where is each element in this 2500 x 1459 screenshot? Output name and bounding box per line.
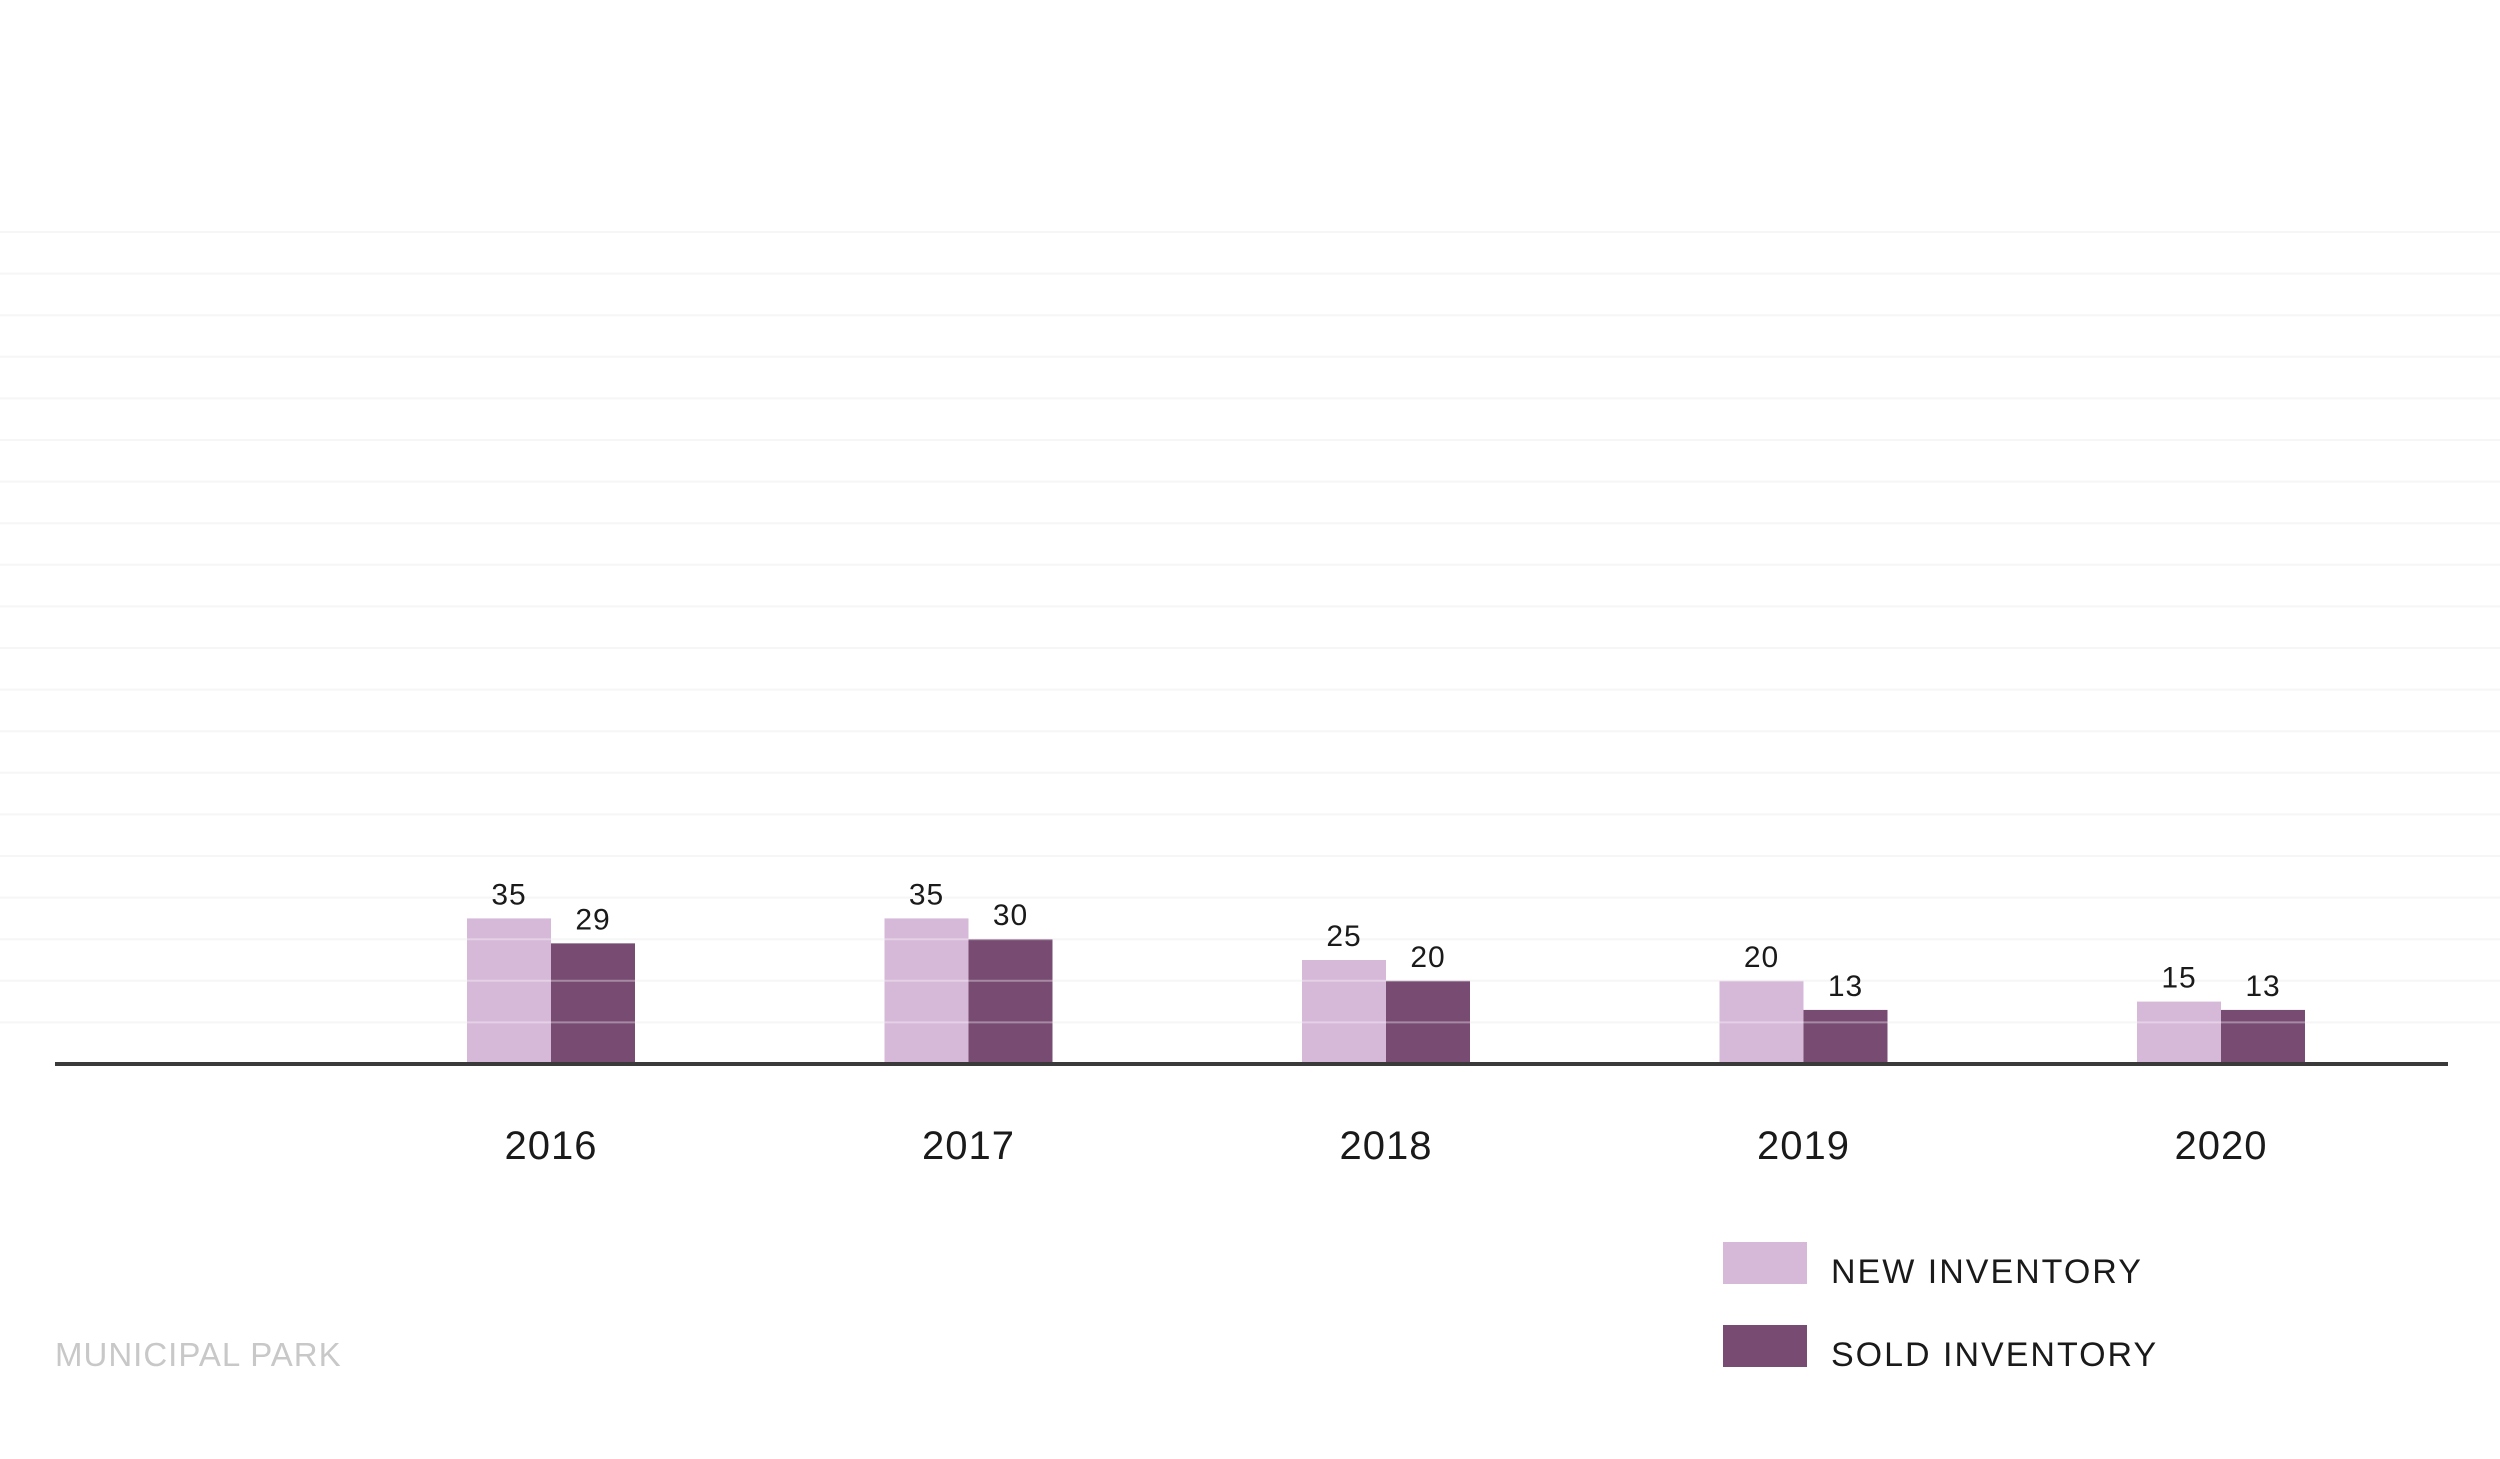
bar-new-inventory-2019: [1719, 980, 1804, 1064]
data-label: 20: [1410, 941, 1445, 974]
legend-label-new-inventory: NEW INVENTORY: [1831, 1253, 2143, 1291]
legend-swatch-new-inventory: [1723, 1242, 1807, 1284]
bar-new-inventory-2017: [884, 918, 969, 1064]
legend-swatch-sold-inventory: [1723, 1325, 1807, 1367]
bar-new-inventory-2020: [2137, 1001, 2221, 1064]
data-label: 35: [491, 878, 526, 911]
bar-sold-inventory-2017: [968, 939, 1053, 1064]
x-tick-label: 2018: [1340, 1124, 1433, 1168]
legend-label-sold-inventory: SOLD INVENTORY: [1831, 1336, 2158, 1374]
bar-new-inventory-2018: [1302, 960, 1386, 1064]
data-label: 20: [1744, 941, 1779, 974]
x-tick-label: 2016: [505, 1124, 598, 1168]
x-axis-ticks: 2016 2017 2018 2019 2020: [505, 1124, 2268, 1168]
bar-grid-overlay: [0, 231, 2500, 1024]
data-label: 15: [2161, 962, 2196, 995]
data-label: 13: [2245, 970, 2280, 1003]
legend: NEW INVENTORY SOLD INVENTORY: [1723, 1242, 2158, 1374]
bar-new-inventory-2016: [467, 918, 551, 1064]
x-tick-label: 2019: [1757, 1124, 1850, 1168]
bar-sold-inventory-2016: [551, 943, 635, 1064]
bar-sold-inventory-2018: [1386, 980, 1470, 1064]
bars: [0, 231, 2500, 1064]
data-label: 30: [993, 899, 1028, 932]
x-tick-label: 2017: [922, 1124, 1015, 1168]
data-label: 35: [909, 878, 944, 911]
bar-sold-inventory-2020: [2221, 1009, 2305, 1064]
x-tick-label: 2020: [2175, 1124, 2268, 1168]
footer-label: MUNICIPAL PARK: [55, 1336, 342, 1373]
bar-sold-inventory-2019: [1803, 1009, 1888, 1064]
data-labels: 35 29 35 30 25 20 20 13 15 13: [491, 878, 2280, 1003]
data-label: 29: [575, 903, 610, 936]
gridlines: [0, 231, 2500, 1024]
data-label: 25: [1326, 920, 1361, 953]
data-label: 13: [1828, 970, 1863, 1003]
